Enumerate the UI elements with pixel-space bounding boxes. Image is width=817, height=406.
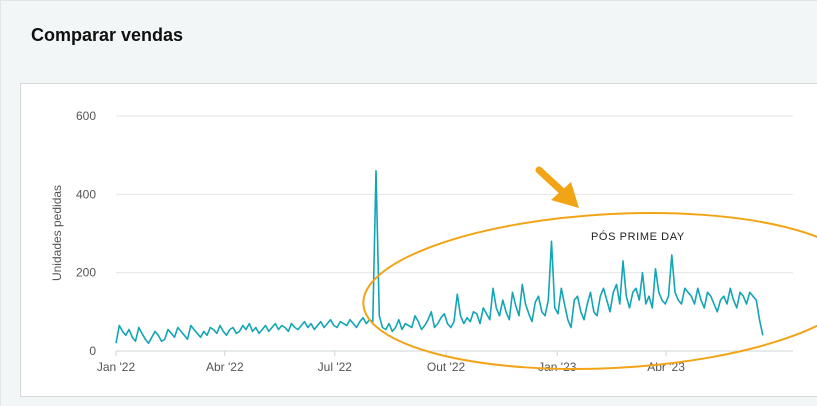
y-axis-ticks: 0 200 400 600 [76, 109, 96, 358]
sales-line-chart: 0 200 400 600 Jan '22 Abr '22 Jul '22 Out '22 J… [50, 109, 817, 374]
series-line[interactable] [115, 170, 764, 345]
sales-chart-card: 0 200 400 600 Jan '22 Abr '22 Jul '22 Out '22 J… [20, 83, 817, 397]
y-axis-label: Unidades pedidas [50, 185, 64, 281]
arrow-icon [535, 166, 579, 208]
panel-title: Comparar vendas [31, 25, 184, 45]
y-tick-label: 0 [89, 344, 96, 358]
grid-lines [116, 115, 793, 352]
x-tick-label: Jul '22 [318, 360, 353, 374]
annotation-label: PÓS PRIME DAY [591, 230, 685, 243]
x-tick-label: Out '22 [427, 360, 466, 374]
y-tick-label: 600 [76, 109, 96, 123]
x-tick-label: Jan '23 [538, 360, 577, 374]
x-tick-label: Jan '22 [97, 360, 136, 374]
highlight-ellipse [362, 212, 817, 370]
x-tick-label: Abr '22 [206, 360, 244, 374]
x-axis-ticks: Jan '22 Abr '22 Jul '22 Out '22 Jan '23 Abr '… [97, 351, 685, 374]
y-tick-label: 400 [76, 187, 96, 201]
y-tick-label: 200 [76, 266, 96, 280]
